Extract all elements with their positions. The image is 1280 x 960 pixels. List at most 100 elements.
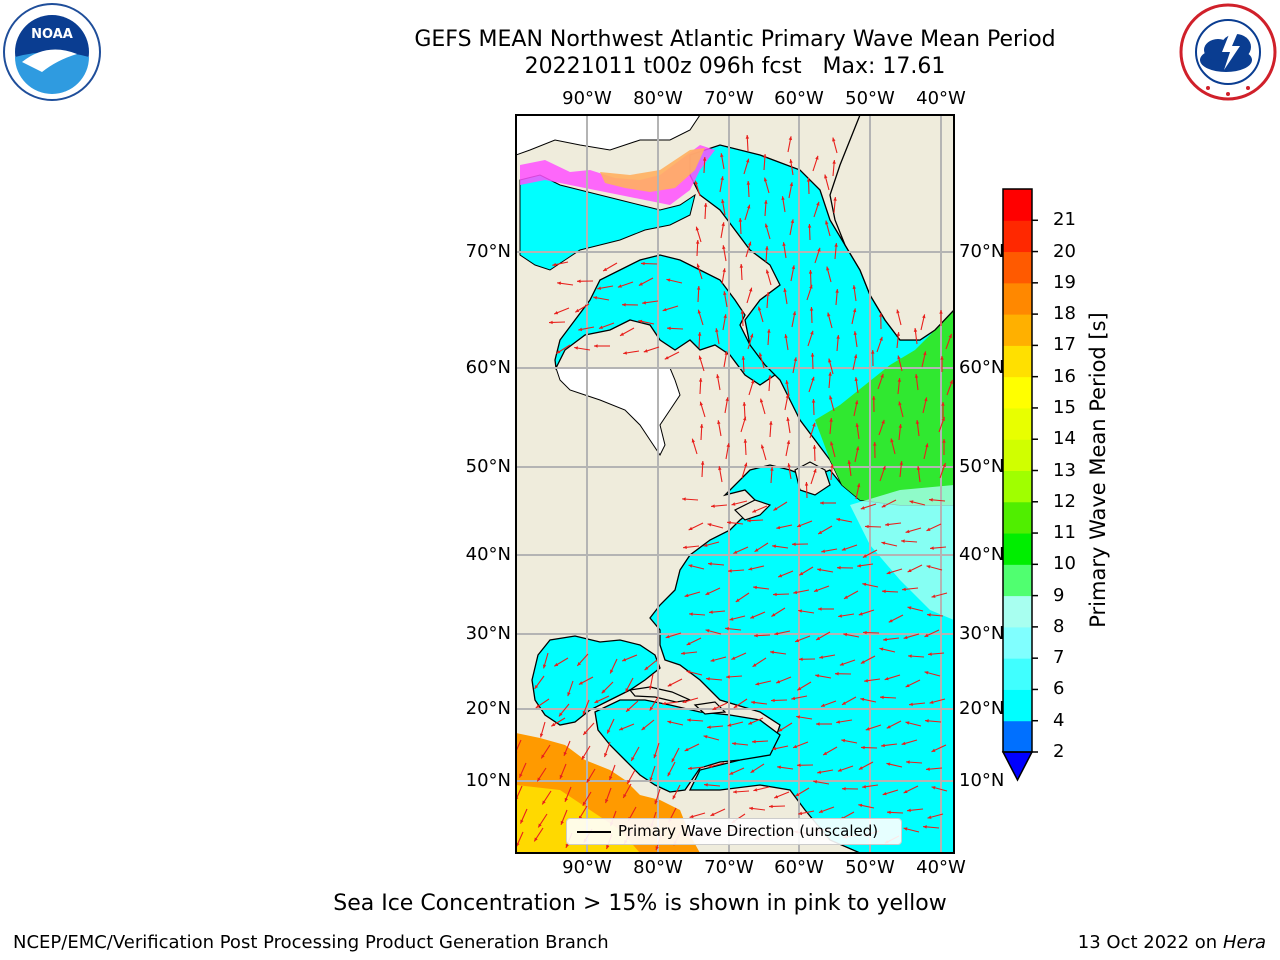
wave-vector-head <box>519 773 523 778</box>
wave-vector-head <box>884 676 889 681</box>
wave-vector-head <box>905 529 910 534</box>
wave-vector-head <box>601 689 606 694</box>
wave-vector-head <box>703 543 708 547</box>
wave-vector-head <box>772 746 777 751</box>
lat-tick-left: 50°N <box>465 456 511 477</box>
wave-vector-head <box>654 800 658 805</box>
wave-vector-head <box>897 355 901 360</box>
wave-vector-head <box>686 641 691 646</box>
wave-vector-head <box>688 766 692 771</box>
wave-vector-head <box>534 685 539 689</box>
colorbar-tick-label: 17 <box>1053 334 1076 356</box>
wave-vector-head <box>739 264 744 268</box>
wave-vector-head <box>813 468 817 473</box>
wave-vector-head <box>747 241 752 246</box>
wave-vector-head <box>516 842 520 847</box>
lon-tick-bottom: 70°W <box>704 857 754 878</box>
wave-vector-head <box>770 650 774 654</box>
wave-vector-head <box>949 379 953 384</box>
wave-vector-head <box>909 500 914 504</box>
wave-vector-head <box>810 330 814 335</box>
wave-vector-head <box>931 786 936 790</box>
wave-vector-head <box>649 777 653 782</box>
wave-vector-head <box>689 814 694 819</box>
wave-vector-head <box>854 377 858 381</box>
wave-vector-head <box>749 333 754 338</box>
lon-tick-bottom: 50°W <box>845 857 895 878</box>
wave-vector-head <box>619 727 624 731</box>
wave-vector-head <box>897 378 902 382</box>
lon-tick-top: 60°W <box>774 88 824 109</box>
colorbar-tick-label: 19 <box>1053 271 1076 293</box>
wave-vector-head <box>901 539 905 543</box>
wave-vector-head <box>748 567 753 571</box>
wave-vector-head <box>821 549 826 553</box>
wave-vector-head <box>662 307 667 312</box>
wave-vector-head <box>820 703 825 707</box>
wave-vector-head <box>914 374 919 378</box>
wave-vector-head <box>785 394 790 399</box>
lon-tick-bottom: 40°W <box>916 857 966 878</box>
colorbar-tick-label: 20 <box>1053 240 1076 262</box>
map-frame <box>515 114 955 854</box>
wave-vector-head <box>710 812 715 816</box>
wave-vector-head <box>743 462 748 467</box>
wave-vector-head <box>664 356 669 360</box>
wave-vector-head <box>574 346 579 350</box>
wave-vector-head <box>826 266 830 271</box>
wave-vector-head <box>931 594 936 598</box>
wave-vector-head <box>896 309 900 314</box>
wave-vector-head <box>776 680 781 684</box>
wave-vector-head <box>836 335 840 339</box>
wave-vector-head <box>815 674 820 678</box>
wave-direction-vectors <box>516 134 953 851</box>
wave-vector-head <box>666 278 671 282</box>
wave-vector-head <box>539 733 544 738</box>
wave-vector-head <box>583 731 587 735</box>
wave-vector-head <box>708 562 712 566</box>
wave-vector-head <box>520 819 524 824</box>
wave-vector-head <box>705 629 710 633</box>
wave-vector-head <box>879 336 883 341</box>
wave-vector-head <box>795 638 800 643</box>
wave-vector-head <box>655 846 659 851</box>
wave-vector-head <box>754 633 758 638</box>
wave-vector-head <box>776 525 781 530</box>
wave-vector-head <box>858 766 863 770</box>
wave-vector-head <box>745 135 750 139</box>
wave-vector-head <box>707 725 711 729</box>
wave-vector-head <box>772 544 776 548</box>
wave-vector-head <box>783 288 787 293</box>
wave-vector-head <box>941 416 945 421</box>
wave-vector-head <box>842 701 846 705</box>
wave-vector-head <box>667 683 672 687</box>
wave-vector-head <box>883 637 887 642</box>
wave-vector-head <box>725 397 729 402</box>
lon-tick-bottom: 60°W <box>774 857 824 878</box>
wave-vector-head <box>567 692 571 697</box>
wave-vector-head <box>697 332 702 336</box>
wave-vector-head <box>797 686 802 691</box>
wave-vector-head <box>839 662 844 666</box>
colorbar-tick-label: 8 <box>1053 615 1065 637</box>
wave-vector-head <box>563 751 567 756</box>
wave-vector-head <box>577 662 581 666</box>
lat-tick-left: 30°N <box>465 623 511 644</box>
wave-vector-head <box>909 702 913 707</box>
wave-vector-head <box>835 289 839 293</box>
wave-vector-head <box>752 663 757 667</box>
colorbar-bin <box>1003 595 1032 628</box>
wave-vector-head <box>649 706 654 711</box>
wave-vector-head <box>796 715 801 719</box>
wave-vector-head <box>575 308 580 313</box>
colorbar-tick-label: 16 <box>1053 365 1076 387</box>
wave-vector-head <box>922 314 926 319</box>
colorbar-tick-label: 14 <box>1053 428 1076 450</box>
wave-vector-head <box>924 671 929 675</box>
wave-vector-head <box>684 593 689 598</box>
wave-vector-head <box>686 670 691 674</box>
wave-vector-head <box>731 502 736 506</box>
wave-vector-head <box>903 789 908 794</box>
wave-vector-head <box>791 696 796 701</box>
wave-vector-head <box>542 664 547 669</box>
